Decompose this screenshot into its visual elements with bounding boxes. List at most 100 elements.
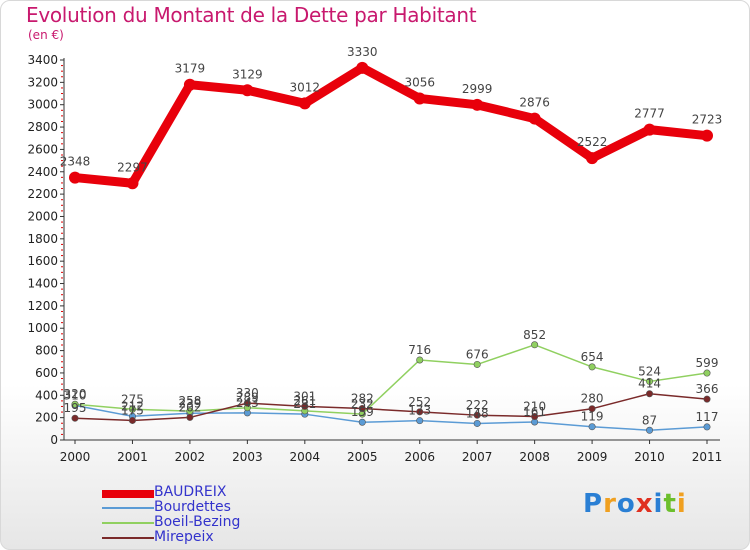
data-label-bourdettes: 159 bbox=[351, 405, 374, 419]
data-label-mirepeix: 252 bbox=[408, 395, 431, 409]
logo-letter: i bbox=[653, 489, 664, 519]
legend-label-mirepeix: Mirepeix bbox=[154, 529, 214, 545]
x-tick-label: 2005 bbox=[347, 450, 378, 464]
data-label-boeil-bezing: 261 bbox=[293, 394, 316, 408]
y-tick-label: 3400 bbox=[27, 53, 58, 67]
data-label-boeil-bezing: 275 bbox=[121, 392, 144, 406]
y-tick-label: 1600 bbox=[27, 254, 58, 268]
data-label-baudreix: 2723 bbox=[692, 113, 723, 127]
data-point-bourdettes bbox=[416, 417, 424, 425]
legend-label-bourdettes: Bourdettes bbox=[154, 499, 231, 515]
data-point-boeil-bezing bbox=[473, 360, 481, 368]
data-point-baudreix bbox=[586, 152, 599, 165]
data-label-bourdettes: 310 bbox=[64, 388, 87, 402]
logo-letter: r bbox=[603, 489, 617, 519]
data-label-mirepeix: 280 bbox=[581, 392, 604, 406]
x-tick-label: 2009 bbox=[577, 450, 608, 464]
data-label-baudreix: 2777 bbox=[634, 107, 665, 121]
chart-axes: 0 200 400 600 800 1000 1200 1400 1600 1800 2000 220… bbox=[27, 53, 722, 464]
y-tick-label: 600 bbox=[35, 366, 58, 380]
data-label-baudreix: 2348 bbox=[60, 155, 91, 169]
data-labels-layer: 310 212 239 243 231 159 173 148 161 119 87 117 320 27… bbox=[60, 45, 723, 427]
data-label-baudreix: 3012 bbox=[290, 80, 321, 94]
x-tick-label: 2003 bbox=[232, 450, 263, 464]
logo-letter: x bbox=[635, 489, 654, 519]
x-tick-label: 2008 bbox=[519, 450, 550, 464]
data-point-baudreix bbox=[126, 177, 139, 190]
data-point-baudreix bbox=[298, 97, 311, 110]
data-point-baudreix bbox=[356, 61, 369, 74]
x-tick-label: 2000 bbox=[60, 450, 91, 464]
logo-letter: o bbox=[616, 489, 636, 519]
data-point-boeil-bezing bbox=[646, 377, 654, 385]
y-tick-label: 2200 bbox=[27, 187, 58, 201]
data-label-baudreix: 2999 bbox=[462, 82, 493, 96]
data-label-baudreix: 2876 bbox=[519, 96, 550, 110]
data-label-mirepeix: 301 bbox=[293, 389, 316, 403]
data-point-baudreix bbox=[471, 98, 484, 111]
legend-swatch-baudreix bbox=[102, 490, 154, 498]
data-point-baudreix bbox=[69, 171, 81, 184]
data-label-baudreix: 2297 bbox=[117, 160, 148, 174]
data-point-baudreix bbox=[701, 129, 713, 142]
data-label-mirepeix: 202 bbox=[178, 400, 201, 414]
data-point-mirepeix bbox=[703, 395, 711, 403]
logo-letter: P bbox=[583, 489, 604, 519]
data-point-baudreix bbox=[241, 84, 254, 97]
y-tick-label: 3000 bbox=[27, 98, 58, 112]
x-tick-label: 2001 bbox=[117, 450, 148, 464]
data-point-baudreix bbox=[528, 112, 541, 125]
y-tick-label: 2800 bbox=[27, 120, 58, 134]
y-tick-label: 400 bbox=[35, 388, 58, 402]
data-label-boeil-bezing: 232 bbox=[351, 397, 374, 411]
data-label-bourdettes: 243 bbox=[236, 396, 259, 410]
data-point-bourdettes bbox=[646, 426, 654, 434]
data-point-boeil-bezing bbox=[703, 369, 711, 377]
data-label-bourdettes: 148 bbox=[466, 406, 489, 420]
data-label-boeil-bezing: 289 bbox=[236, 391, 259, 405]
y-tick-label: 1000 bbox=[27, 321, 58, 335]
data-label-boeil-bezing: 320 bbox=[64, 387, 87, 401]
series-line-bourdettes bbox=[74, 404, 708, 432]
data-label-mirepeix: 366 bbox=[696, 382, 719, 396]
data-point-boeil-bezing bbox=[71, 400, 79, 408]
data-label-boeil-bezing: 524 bbox=[638, 364, 661, 378]
data-label-boeil-bezing: 654 bbox=[581, 350, 604, 364]
data-point-mirepeix bbox=[646, 390, 654, 398]
data-label-mirepeix: 330 bbox=[236, 386, 259, 400]
data-point-boeil-bezing bbox=[588, 363, 596, 371]
series-line-baudreix bbox=[70, 63, 712, 188]
y-tick-label: 2400 bbox=[27, 165, 58, 179]
data-point-bourdettes bbox=[588, 423, 596, 431]
data-label-bourdettes: 117 bbox=[696, 410, 719, 424]
data-point-boeil-bezing bbox=[416, 356, 424, 364]
data-label-boeil-bezing: 599 bbox=[696, 356, 719, 370]
data-label-baudreix: 3056 bbox=[404, 75, 435, 89]
y-tick-label: 800 bbox=[35, 344, 58, 358]
y-tick-label: 2600 bbox=[27, 142, 58, 156]
legend-swatch-boeil-bezing bbox=[102, 522, 154, 524]
data-label-mirepeix: 210 bbox=[523, 400, 546, 414]
x-tick-label: 2011 bbox=[692, 450, 723, 464]
data-label-bourdettes: 173 bbox=[408, 404, 431, 418]
data-label-boeil-bezing: 716 bbox=[408, 343, 431, 357]
data-label-mirepeix: 195 bbox=[64, 401, 87, 415]
data-label-bourdettes: 231 bbox=[293, 397, 316, 411]
data-point-baudreix bbox=[413, 92, 426, 105]
data-point-mirepeix bbox=[128, 416, 136, 424]
line-chart: 0 200 400 600 800 1000 1200 1400 1600 1800 2000 220… bbox=[27, 45, 723, 464]
legend-label-boeil-bezing: Boeil-Bezing bbox=[154, 514, 241, 530]
data-label-baudreix: 2522 bbox=[577, 135, 608, 149]
data-point-bourdettes bbox=[358, 418, 366, 426]
y-tick-label: 1400 bbox=[27, 277, 58, 291]
data-label-baudreix: 3129 bbox=[232, 67, 263, 81]
series-line-mirepeix bbox=[74, 392, 708, 422]
legend-swatch-bourdettes bbox=[102, 507, 154, 509]
data-point-mirepeix bbox=[71, 414, 79, 422]
data-point-baudreix bbox=[183, 78, 196, 91]
y-tick-label: 1200 bbox=[27, 299, 58, 313]
data-label-mirepeix: 175 bbox=[121, 403, 144, 417]
data-point-mirepeix bbox=[588, 405, 596, 413]
data-label-boeil-bezing: 676 bbox=[466, 347, 489, 361]
